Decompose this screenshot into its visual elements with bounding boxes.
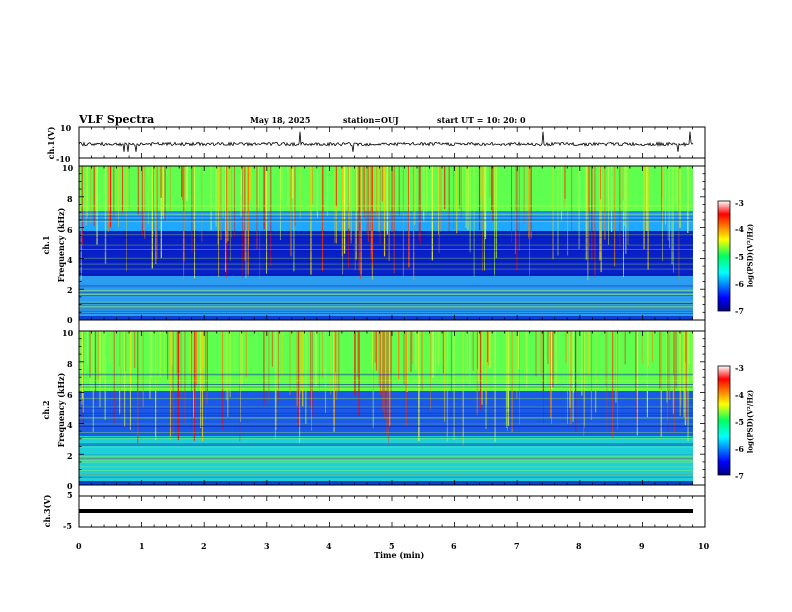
ch1-spec-ytick-4: 4 <box>67 255 73 265</box>
ch2-spec-ytick-10: 10 <box>62 328 74 338</box>
xtick-2: 2 <box>201 541 207 551</box>
start-time-label: start UT = 10: 20: 0 <box>437 115 526 125</box>
cbar2-tick-neg7: -7 <box>735 471 744 481</box>
ch2-spec-ytick-8: 8 <box>67 359 73 369</box>
ch1-ytick-top: 10 <box>60 123 72 133</box>
cbar2-tick-neg5: -5 <box>735 417 744 427</box>
xtick-6: 6 <box>451 541 457 551</box>
ch1-spectrogram <box>78 166 693 320</box>
ch2-spec-ytick-4: 4 <box>67 420 73 430</box>
x-axis-label: Time (min) <box>374 550 425 560</box>
cbar1-tick-neg3: -3 <box>735 198 744 208</box>
cbar2-tick-neg3: -3 <box>735 363 744 373</box>
date-label: May 18, 2025 <box>250 115 311 125</box>
ch2-spec-ytick-2: 2 <box>67 451 73 461</box>
colorbar-1 <box>717 200 731 312</box>
ch1-ytick-bottom: -10 <box>56 154 71 164</box>
ch2-spec-ytick-6: 6 <box>67 390 73 400</box>
cbar1-tick-neg4: -4 <box>735 224 744 234</box>
ch3-ytick-neg5: -5 <box>63 521 72 531</box>
xtick-9: 9 <box>639 541 645 551</box>
chart-title: VLF Spectra <box>79 113 155 126</box>
xtick-10: 10 <box>698 541 710 551</box>
ch2-spectrogram <box>78 331 693 485</box>
xtick-1: 1 <box>139 541 145 551</box>
xtick-0: 0 <box>76 541 82 551</box>
ch2-spec-ytick-0: 0 <box>67 481 73 491</box>
xtick-8: 8 <box>576 541 582 551</box>
colorbar-2 <box>717 365 731 476</box>
cbar2-tick-neg4: -4 <box>735 390 744 400</box>
ch1-spec-ytick-2: 2 <box>67 285 73 295</box>
xtick-5: 5 <box>389 541 395 551</box>
cbar1-tick-neg7: -7 <box>735 306 744 316</box>
xtick-7: 7 <box>514 541 520 551</box>
ch1-spec-ytick-0: 0 <box>67 315 73 325</box>
cbar2-tick-neg6: -6 <box>735 444 744 454</box>
ch3-ytick-5: 5 <box>67 490 73 500</box>
cbar1-tick-neg6: -6 <box>735 279 744 289</box>
ch3-waveform-line <box>79 509 693 513</box>
xtick-3: 3 <box>264 541 270 551</box>
ch1-spec-ytick-8: 8 <box>67 194 73 204</box>
ch1-waveform-line <box>78 131 694 152</box>
cbar1-tick-neg5: -5 <box>735 252 744 262</box>
station-label: station=OUJ <box>343 115 399 125</box>
xtick-4: 4 <box>326 541 332 551</box>
ch1-spec-ytick-10: 10 <box>62 163 74 173</box>
ch1-spec-ytick-6: 6 <box>67 225 73 235</box>
